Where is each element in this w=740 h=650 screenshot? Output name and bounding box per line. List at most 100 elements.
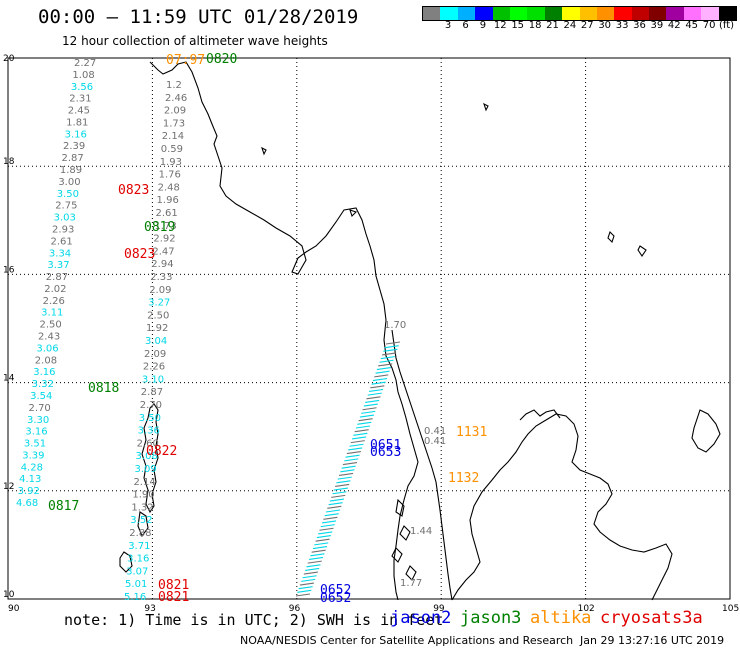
lat-tick-label: 10 (3, 590, 15, 600)
legend-label: 3 (444, 20, 452, 31)
track-sample-mark (336, 480, 351, 484)
wave-height-value: 1.77 (400, 578, 422, 589)
track-sample-mark (382, 352, 397, 356)
track-sample-mark (361, 410, 376, 414)
coastline-andaman-north (141, 403, 159, 514)
wave-height-value: 1.89 (60, 165, 82, 176)
wave-height-value: 1.70 (384, 320, 406, 331)
pass-time-label: 0819 (144, 220, 175, 235)
track-sample-mark (350, 440, 365, 444)
track-sample-mark (307, 560, 322, 564)
wave-height-value: 2.94 (151, 259, 173, 270)
wave-height-value: 1.93 (160, 157, 182, 168)
track-sample-mark (319, 527, 334, 531)
track-sample-mark (298, 586, 313, 590)
legend-swatch (457, 7, 476, 20)
axis-tick-labels: 90 93 96 99 102 105 20 18 16 14 12 10 (3, 54, 739, 614)
track-sample-mark (322, 520, 337, 524)
legend-swatch (666, 7, 684, 20)
legend-label: 33 (615, 20, 629, 31)
pass-time-label: 0820 (206, 52, 237, 67)
coastline-thailand-west (391, 329, 453, 601)
wave-height-value: 3.04 (145, 336, 167, 347)
wave-height-value: 3.16 (33, 367, 55, 378)
wave-height-value: 3.71 (128, 541, 150, 552)
wave-height-value: 3.36 (138, 426, 160, 437)
legend-swatch (631, 7, 650, 20)
wave-height-value: 3.16 (25, 427, 47, 438)
wave-height-value: 2.09 (149, 285, 171, 296)
map-frame (7, 57, 731, 600)
track-sample-mark (302, 575, 317, 579)
track-sample-mark (311, 549, 326, 553)
track-sample-mark (324, 513, 339, 517)
lat-tick-label: 20 (3, 54, 15, 64)
legend-label: 15 (511, 20, 525, 31)
altimeter-tracks (295, 341, 401, 597)
legend-swatch (527, 7, 545, 20)
wave-height-value: 2.33 (150, 272, 172, 283)
legend-label: (ft) (718, 20, 735, 31)
pass-time-label: 0653 (370, 445, 401, 460)
wave-height-value: 2.75 (55, 201, 77, 212)
legend-label: 45 (685, 20, 699, 31)
wave-height-value: 2.26 (43, 296, 65, 307)
legend-swatch (423, 7, 441, 20)
track-sample-mark (308, 556, 324, 561)
coastline-myanmar-islands (391, 498, 417, 581)
wave-height-value: 3.32 (32, 379, 54, 390)
lat-tick-label: 16 (3, 265, 15, 275)
wave-height-value: 5.16 (124, 592, 146, 603)
pass-time-labels: 07:97 0820 0823 0819 0823 0818 0822 0817 0821082… (48, 52, 487, 606)
track-sample-mark (333, 487, 348, 491)
wave-height-value: 2.61 (156, 208, 178, 219)
pass-time-label: 0651 (370, 438, 401, 453)
wave-height-value: 3.50 (139, 413, 161, 424)
wave-height-value: 3.16 (127, 554, 149, 565)
coastline-andaman-south (137, 511, 149, 538)
legend-swatch (579, 7, 597, 20)
satellite-legend-s3a: s3a (672, 608, 703, 628)
wave-height-values-east: 1.70 0.410.41 1.44 1.77 (384, 320, 446, 589)
lat-tick-label: 12 (3, 482, 14, 492)
wave-height-value: 3.08 (136, 451, 158, 462)
track-sample-mark (359, 414, 374, 418)
lon-tick-label: 90 (8, 604, 20, 614)
wave-height-value: 2.61 (50, 236, 72, 247)
lon-tick-label: 96 (289, 604, 301, 614)
wave-height-values-left: 2.271.083.562.312.451.813.162.392.871.89… (16, 58, 96, 509)
pass-time-label: 0821 (158, 590, 189, 605)
pass-time-label: 0818 (88, 381, 119, 396)
track-sample-mark (374, 374, 389, 378)
legend-label: 21 (546, 20, 559, 31)
lon-tick-label: 93 (144, 604, 155, 614)
wave-height-value: 4.28 (21, 462, 43, 473)
track-sample-mark (376, 367, 391, 371)
wave-height-value: 3.50 (57, 189, 79, 200)
color-legend-bar (422, 6, 738, 21)
map-subtitle: 12 hour collection of altimeter wave hei… (62, 34, 328, 48)
color-legend-labels: 3 6 9 12 15 18 21 24 27 30 33 36 39 42 45 70 (ft) (422, 20, 740, 32)
wave-height-value: 2.27 (74, 58, 96, 69)
track-sample-mark (305, 567, 320, 571)
wave-height-value: 3.03 (54, 213, 76, 224)
track-sample-mark (316, 535, 331, 539)
pass-time-label: 0823 (124, 247, 155, 262)
wave-height-value: 1.90 (132, 490, 154, 501)
track-sample-mark (363, 403, 378, 407)
wave-height-value: 5.01 (125, 579, 147, 590)
wave-height-value: 2.50 (147, 310, 169, 321)
lon-tick-label: 102 (578, 604, 595, 614)
legend-swatch (509, 7, 528, 20)
pass-time-label: 1132 (448, 471, 479, 486)
wave-height-value: 2.45 (68, 106, 90, 117)
track-sample-mark (318, 531, 333, 535)
legend-swatch (492, 7, 510, 20)
legend-label: 39 (650, 20, 664, 31)
track-sample-mark (378, 363, 393, 367)
track-sample-mark (310, 553, 325, 557)
track-sample-mark (362, 407, 377, 411)
track-sample-mark (341, 465, 356, 469)
track-sample-mark (325, 509, 341, 513)
legend-swatch (562, 7, 580, 20)
